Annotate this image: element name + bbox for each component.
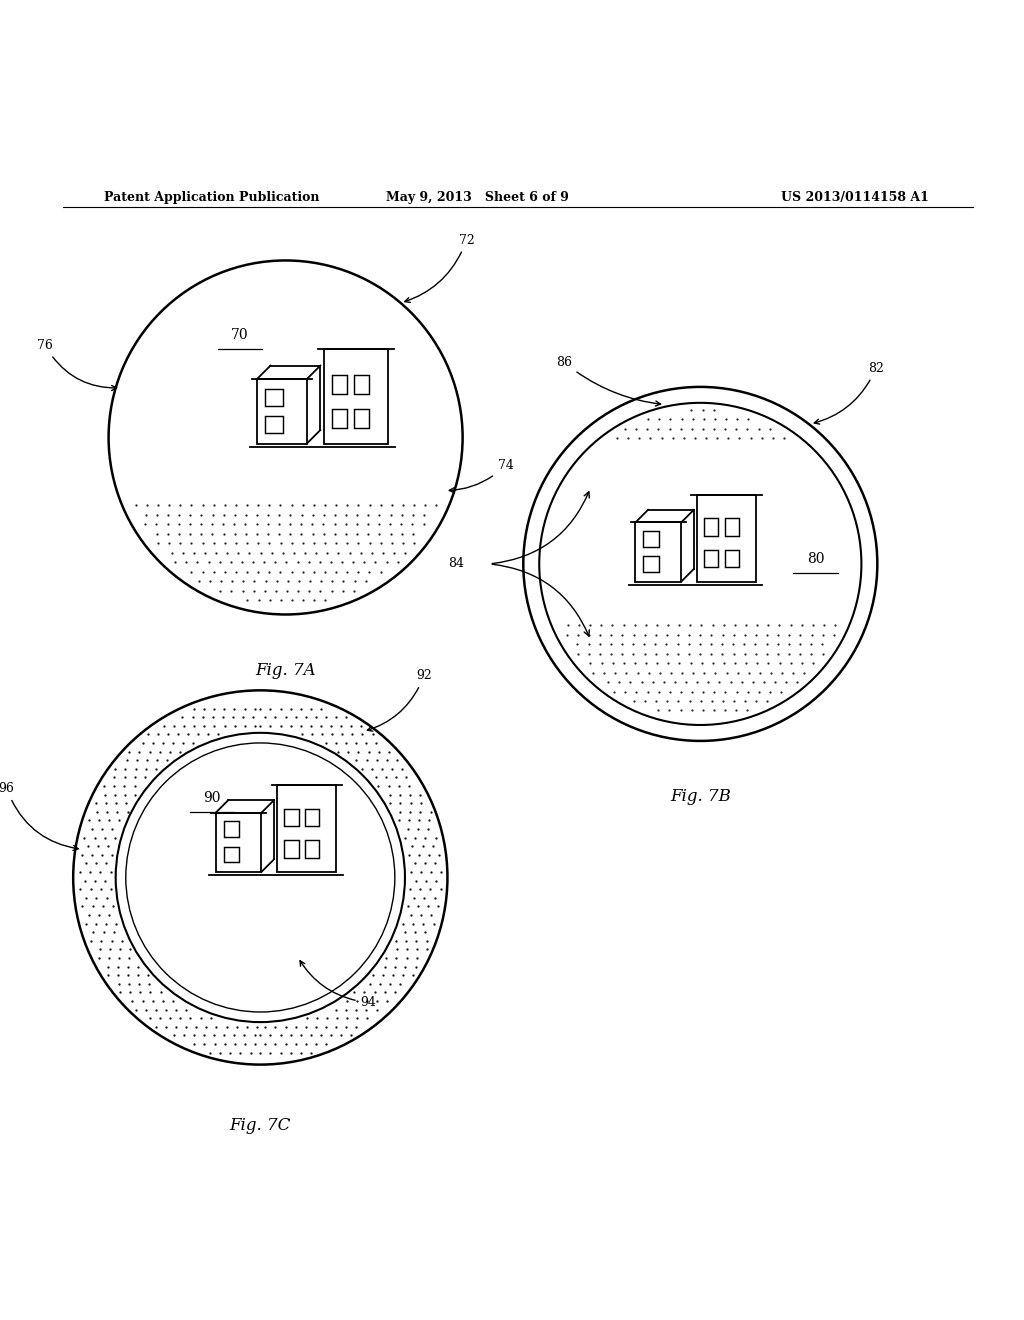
Text: 84: 84: [449, 557, 464, 570]
Text: US 2013/0114158 A1: US 2013/0114158 A1: [781, 191, 929, 205]
Circle shape: [523, 387, 878, 741]
Text: Patent Application Publication: Patent Application Publication: [103, 191, 319, 205]
Text: Fig. 7B: Fig. 7B: [670, 788, 731, 805]
Text: 90: 90: [203, 791, 220, 805]
Circle shape: [540, 403, 861, 725]
Text: 76: 76: [37, 339, 117, 391]
Text: 74: 74: [450, 459, 514, 492]
Text: 80: 80: [807, 552, 824, 566]
Text: May 9, 2013   Sheet 6 of 9: May 9, 2013 Sheet 6 of 9: [386, 191, 569, 205]
Text: 92: 92: [368, 669, 432, 731]
Text: 94: 94: [300, 961, 377, 1008]
Text: Fig. 7A: Fig. 7A: [255, 661, 316, 678]
Text: 96: 96: [0, 783, 78, 850]
Text: 72: 72: [404, 234, 474, 302]
Text: 82: 82: [814, 362, 884, 424]
Circle shape: [73, 690, 447, 1065]
Circle shape: [116, 733, 404, 1022]
Text: 86: 86: [556, 355, 660, 407]
Text: 70: 70: [231, 327, 249, 342]
Circle shape: [109, 260, 463, 615]
Text: Fig. 7C: Fig. 7C: [229, 1117, 291, 1134]
